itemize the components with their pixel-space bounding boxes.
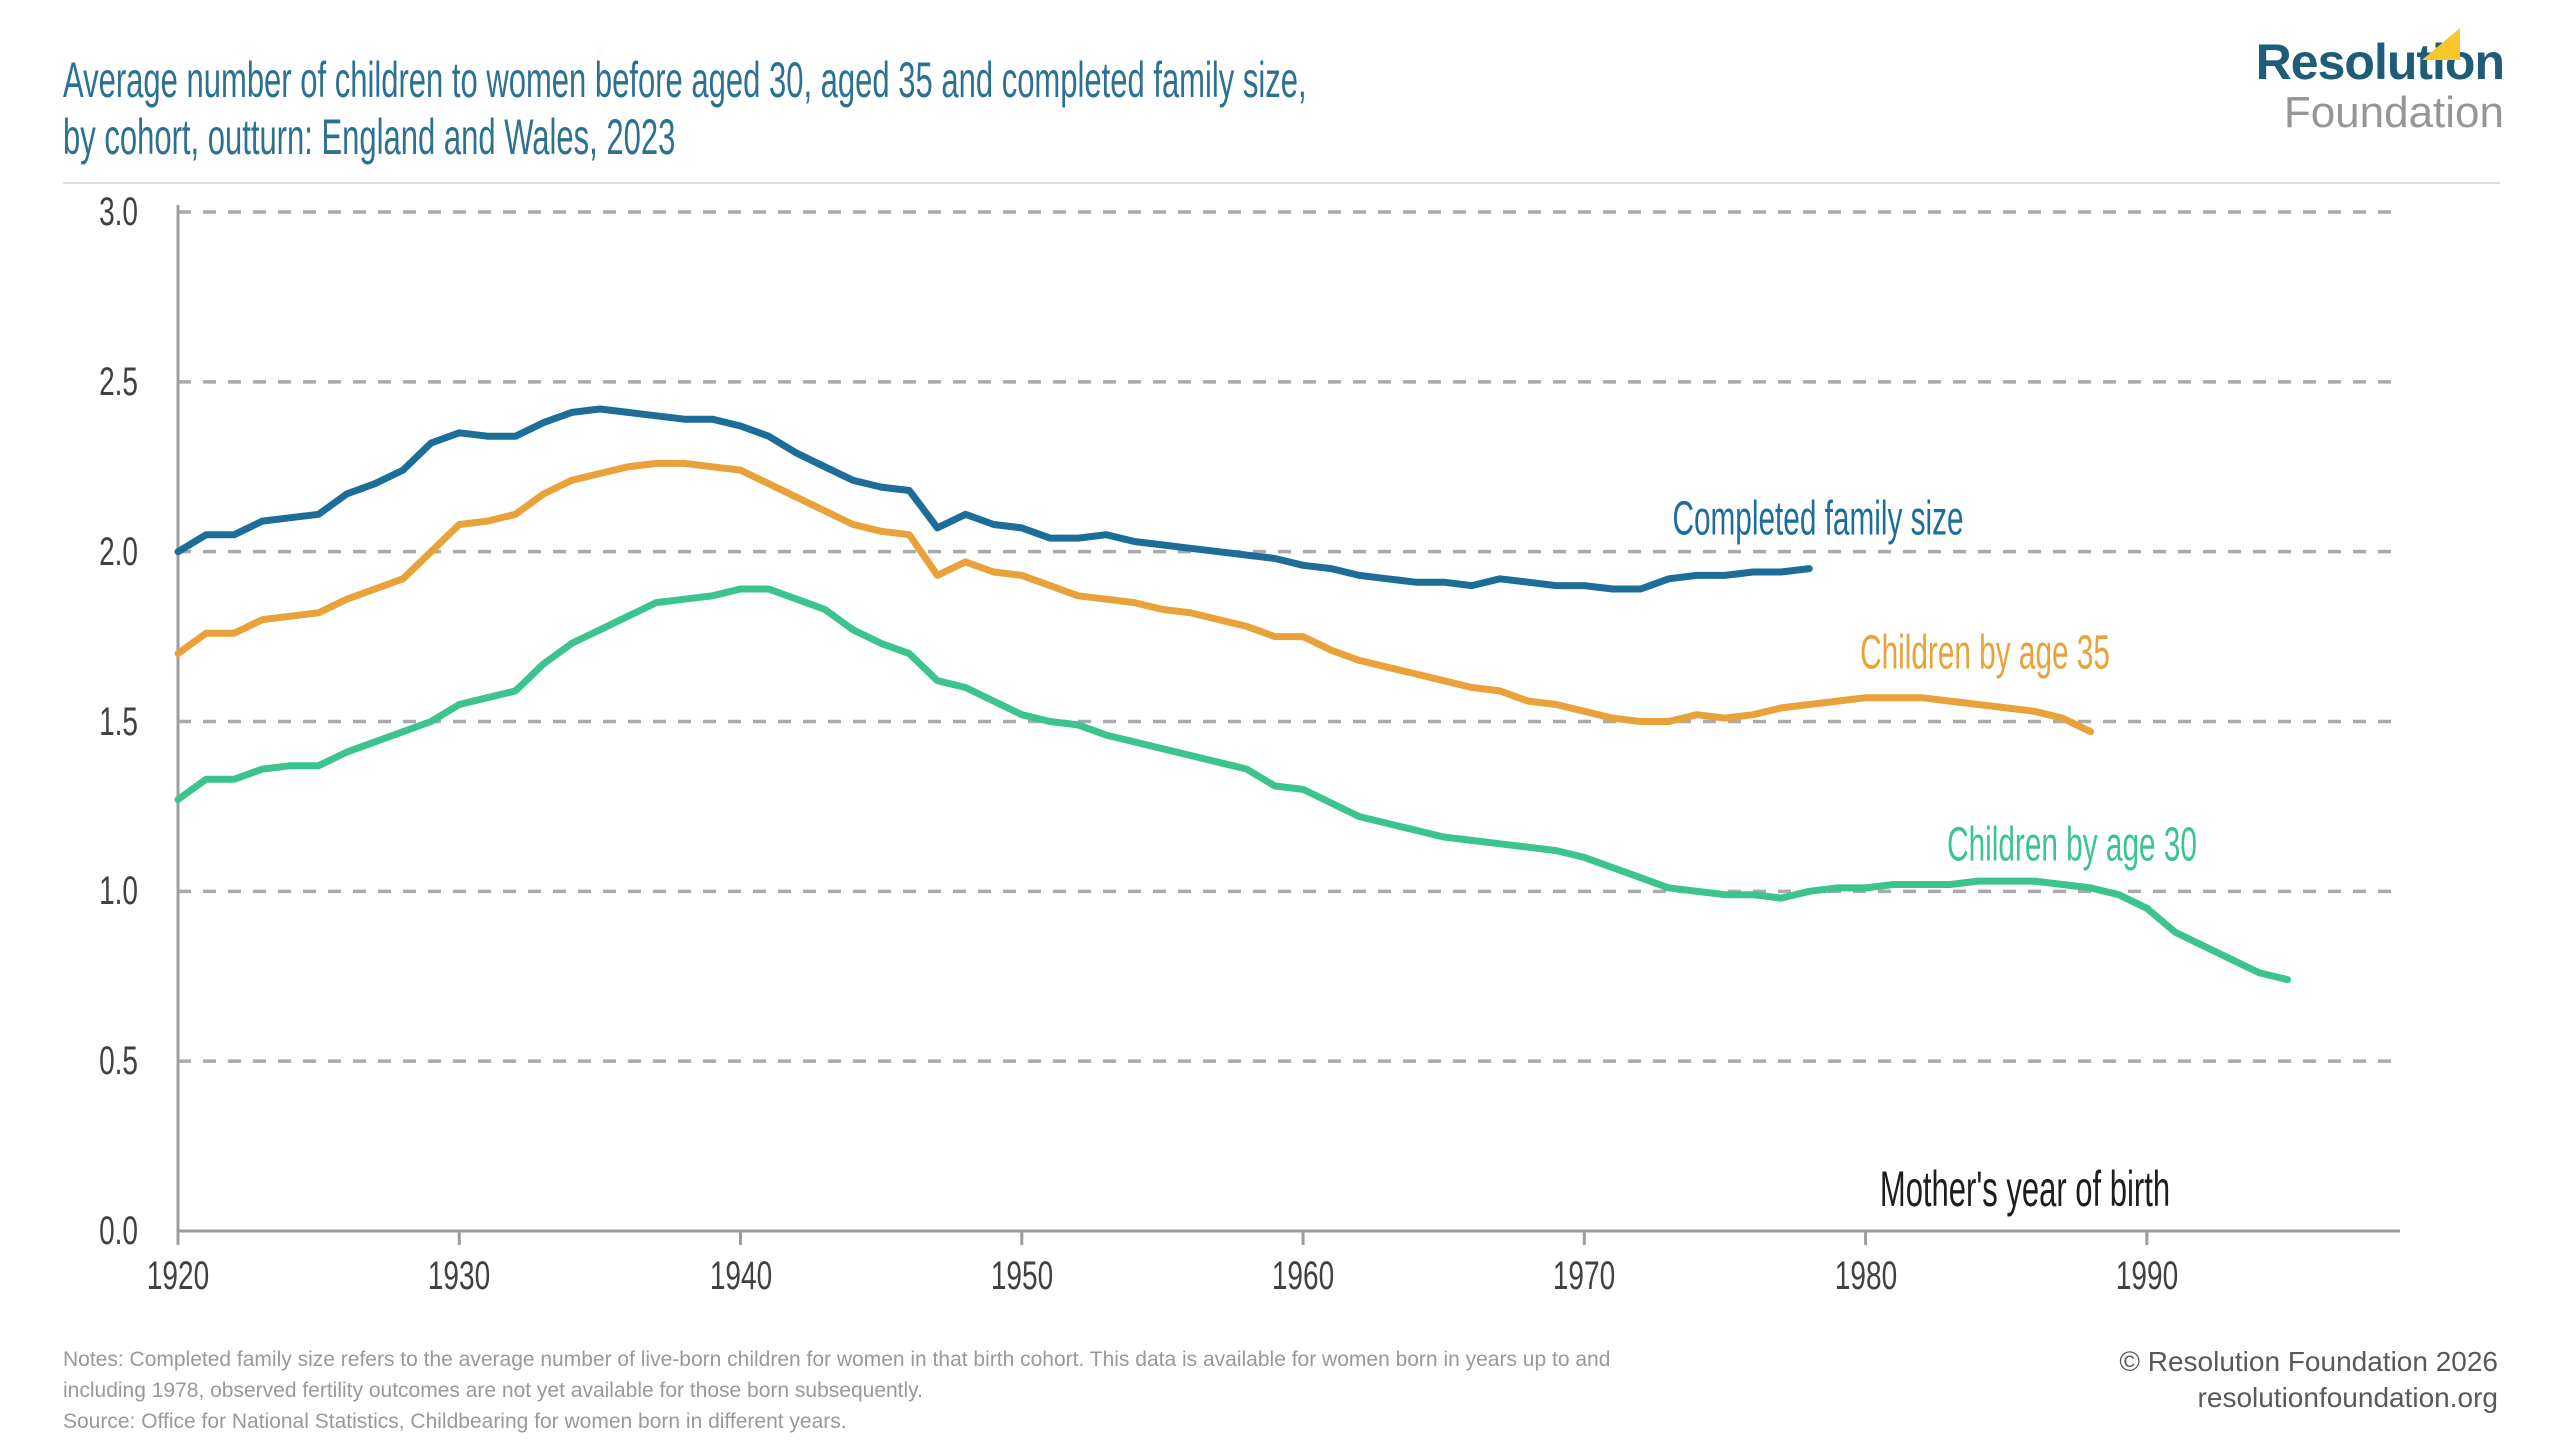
- footer-website: resolutionfoundation.org: [2197, 1382, 2498, 1413]
- chart-notes: Notes: Completed family size refers to t…: [63, 1344, 1610, 1437]
- logo-wordmark: Resolution: [2255, 34, 2505, 90]
- resolution-foundation-logo: Resolution Foundation: [2255, 34, 2505, 137]
- x-tick-label: 1960: [1271, 1254, 1335, 1298]
- notes-line3: Source: Office for National Statistics, …: [63, 1410, 847, 1433]
- logo-flag-icon: [2422, 28, 2460, 60]
- y-tick-label: 3.0: [99, 190, 138, 234]
- logo-subname: Foundation: [2283, 88, 2504, 137]
- y-tick-label: 1.0: [99, 869, 138, 914]
- x-tick-label: 1990: [2115, 1254, 2179, 1298]
- series-line-completed-family-size: [174, 405, 1813, 593]
- y-tick-label: 2.0: [99, 529, 138, 574]
- y-tick-label: 0.5: [99, 1039, 138, 1084]
- x-tick-label: 1920: [146, 1254, 210, 1298]
- x-tick-label: 1980: [1834, 1254, 1897, 1298]
- page-title-line1: Average number of children to women befo…: [63, 52, 1307, 108]
- x-tick-label: 1970: [1553, 1254, 1616, 1298]
- series-line-children-by-age-30: [174, 585, 2291, 984]
- x-tick-label: 1940: [709, 1254, 772, 1298]
- series-line-children-by-age-35: [174, 459, 2095, 736]
- x-tick-label: 1930: [428, 1254, 491, 1298]
- y-tick-label: 2.5: [99, 359, 138, 404]
- x-tick-label: 1950: [990, 1254, 1053, 1298]
- footer-copyright: © Resolution Foundation 2026: [2119, 1346, 2498, 1377]
- notes-line2: including 1978, observed fertility outco…: [63, 1379, 923, 1402]
- series-label-children-by-age-30: Children by age 30: [1947, 818, 2197, 872]
- x-axis-title: Mother's year of birth: [1879, 1161, 2170, 1217]
- series-label-children-by-age-35: Children by age 35: [1860, 626, 2110, 680]
- page-title: Average number of children to women befo…: [63, 52, 1307, 166]
- y-tick-label: 1.5: [99, 699, 138, 744]
- header-divider: [63, 182, 2500, 184]
- notes-line1: Notes: Completed family size refers to t…: [63, 1348, 1611, 1371]
- footer-attribution: © Resolution Foundation 2026 resolutionf…: [2119, 1344, 2498, 1416]
- series-label-completed-family-size: Completed family size: [1672, 492, 1964, 546]
- page-title-line2: by cohort, outturn: England and Wales, 2…: [63, 109, 676, 165]
- y-tick-label: 0.0: [99, 1209, 138, 1253]
